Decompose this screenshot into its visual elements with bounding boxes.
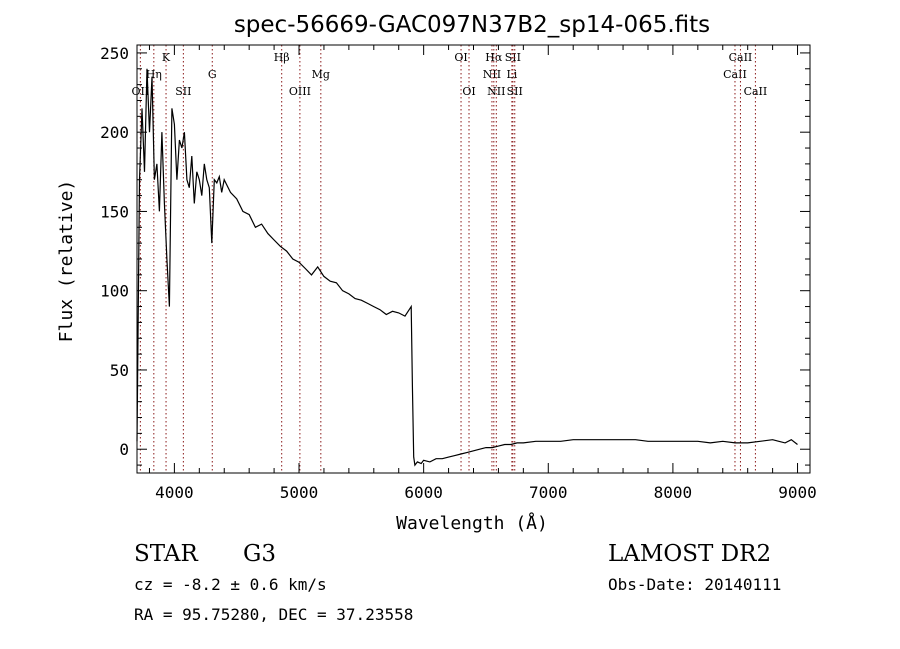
y-tick-label: 150: [100, 202, 129, 221]
x-tick-label: 6000: [404, 483, 443, 502]
y-tick-label: 250: [100, 44, 129, 63]
observation-date: Obs-Date: 20140111: [608, 575, 781, 594]
marker-label: CaII: [723, 68, 747, 81]
marker-label: Mg: [312, 68, 330, 81]
ra-dec: RA = 95.75280, DEC = 37.23558: [134, 605, 413, 624]
marker-label: OII: [132, 85, 150, 98]
y-tick-label: 200: [100, 123, 129, 142]
marker-label: SII: [507, 85, 523, 98]
object-class: STAR: [134, 541, 198, 567]
marker-label: SII: [505, 51, 521, 64]
plot-frame: [136, 44, 811, 474]
marker-label: NII: [483, 68, 501, 81]
marker-label: NII: [487, 85, 505, 98]
y-tick-label: 100: [100, 282, 129, 301]
x-tick-label: 7000: [529, 483, 568, 502]
x-tick-label: 4000: [155, 483, 194, 502]
spectral-line-markers: OIIHηKSIIGHβOIIIMgOIOINIIHαNIISIILiSIICa…: [132, 45, 768, 473]
survey-name: LAMOST DR2: [608, 541, 771, 567]
x-tick-label: 8000: [654, 483, 693, 502]
marker-label: CaII: [729, 51, 753, 64]
marker-label: Hβ: [274, 51, 290, 64]
tick-labels: 4000 5000 6000 7000 8000 9000 0 50 100 150 200 250: [100, 44, 817, 502]
marker-label: Hα: [485, 51, 503, 64]
subclass: G3: [243, 541, 276, 567]
marker-label: Hη: [146, 68, 162, 81]
x-axis-label: Wavelength (Å): [396, 512, 548, 534]
marker-label: OIII: [289, 85, 311, 98]
marker-label: K: [162, 51, 171, 64]
x-tick-label: 9000: [778, 483, 817, 502]
y-tick-label: 50: [110, 361, 129, 380]
marker-label: CaII: [744, 85, 768, 98]
y-axis-label: Flux (relative): [56, 180, 77, 343]
marker-label: Li: [506, 68, 517, 81]
y-tick-label: 0: [119, 440, 129, 459]
chart-title: spec-56669-GAC097N37B2_sp14-065.fits: [234, 12, 710, 38]
marker-label: SII: [175, 85, 191, 98]
redshift-cz: cz = -8.2 ± 0.6 km/s: [134, 575, 327, 594]
x-tick-label: 5000: [280, 483, 319, 502]
marker-label: OI: [462, 85, 475, 98]
spectrum-line: [136, 68, 798, 467]
marker-label: OI: [454, 51, 467, 64]
marker-label: G: [208, 68, 217, 81]
